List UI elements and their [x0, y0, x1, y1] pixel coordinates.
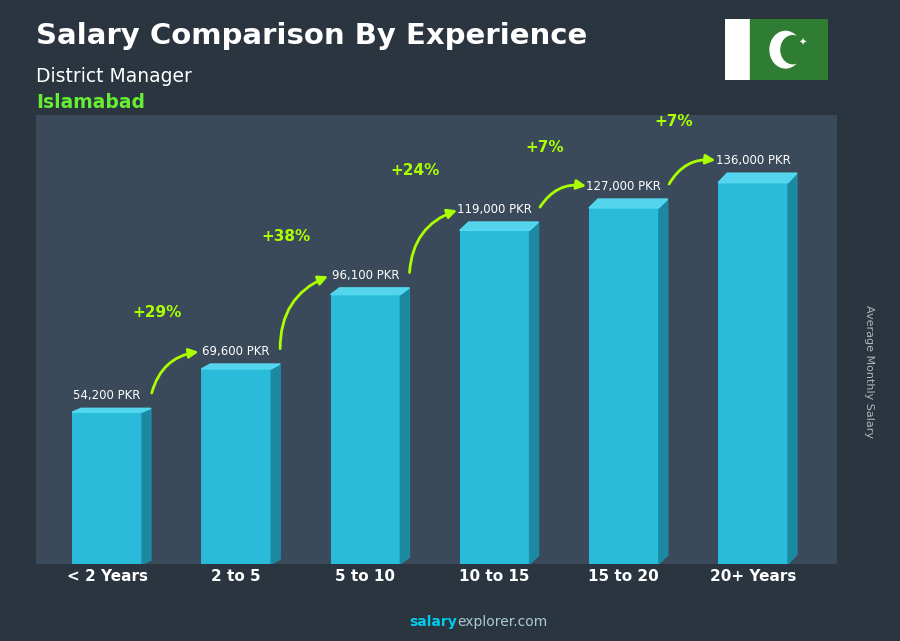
Polygon shape	[460, 222, 538, 230]
Polygon shape	[202, 364, 280, 369]
Polygon shape	[529, 222, 538, 564]
Text: ✦: ✦	[799, 37, 807, 47]
Polygon shape	[589, 199, 668, 208]
Text: 54,200 PKR: 54,200 PKR	[74, 390, 140, 403]
Polygon shape	[330, 288, 410, 295]
Bar	[589, 208, 659, 564]
Polygon shape	[718, 173, 797, 183]
Text: +7%: +7%	[525, 140, 563, 155]
Circle shape	[770, 31, 801, 68]
Polygon shape	[72, 408, 151, 412]
Bar	[330, 295, 400, 564]
Text: Islamabad: Islamabad	[36, 93, 145, 112]
Text: +24%: +24%	[391, 163, 440, 178]
Bar	[751, 19, 828, 80]
Circle shape	[781, 36, 805, 63]
Bar	[460, 230, 529, 564]
Text: 136,000 PKR: 136,000 PKR	[716, 154, 790, 167]
Bar	[72, 412, 142, 564]
Bar	[724, 19, 751, 80]
Polygon shape	[142, 408, 151, 564]
Text: +7%: +7%	[654, 114, 693, 129]
Text: +38%: +38%	[261, 229, 310, 244]
Polygon shape	[271, 364, 280, 564]
Bar	[202, 369, 271, 564]
Text: Salary Comparison By Experience: Salary Comparison By Experience	[36, 22, 587, 51]
Text: 119,000 PKR: 119,000 PKR	[457, 203, 532, 216]
Text: Average Monthly Salary: Average Monthly Salary	[863, 305, 874, 438]
Text: +29%: +29%	[132, 305, 182, 320]
Polygon shape	[400, 288, 410, 564]
Text: 69,600 PKR: 69,600 PKR	[202, 345, 270, 358]
Bar	[718, 183, 788, 564]
Polygon shape	[659, 199, 668, 564]
Text: salary: salary	[410, 615, 457, 629]
Text: 127,000 PKR: 127,000 PKR	[587, 180, 662, 193]
Text: 96,100 PKR: 96,100 PKR	[332, 269, 400, 282]
Text: explorer.com: explorer.com	[457, 615, 547, 629]
Text: District Manager: District Manager	[36, 67, 192, 87]
Polygon shape	[788, 173, 797, 564]
